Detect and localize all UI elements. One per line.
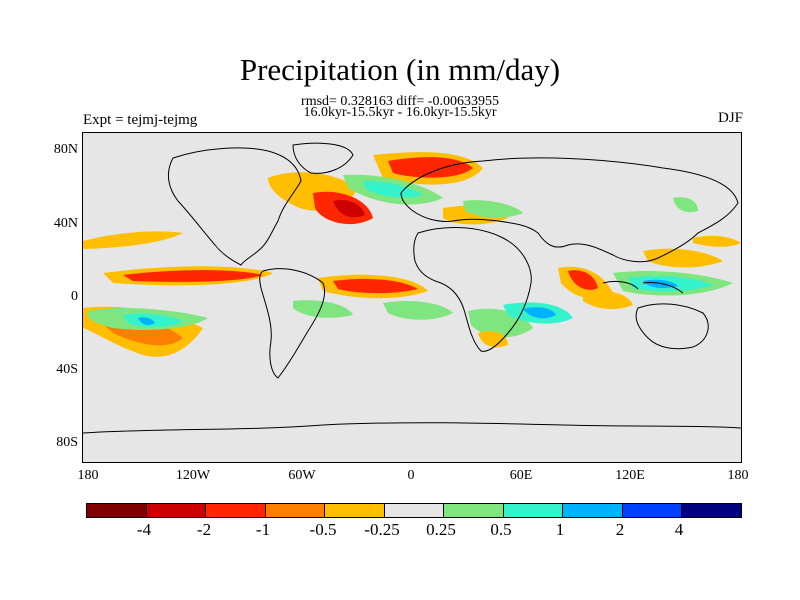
y-axis-label-eq: 0 <box>71 289 78 304</box>
anomaly-field <box>123 313 183 328</box>
x-axis-label-120e: 120E <box>615 468 645 483</box>
y-axis-label-40n: 40N <box>53 216 78 231</box>
anomaly-fields <box>83 152 741 357</box>
y-axis-label-40s: 40S <box>56 362 78 377</box>
anomaly-field <box>478 331 508 348</box>
colorbar-label: -1 <box>255 520 271 539</box>
colorbar-swatch <box>325 504 385 517</box>
antarctica-outline <box>83 422 741 434</box>
anomaly-field <box>388 157 473 178</box>
colorbar-label: 0.25 <box>426 520 456 539</box>
colorbar-label: 0.5 <box>490 520 512 539</box>
eurasia-outline <box>400 157 739 263</box>
anomaly-field <box>333 278 418 294</box>
x-axis-label-120w: 120W <box>175 468 211 483</box>
colorbar-swatch <box>682 504 742 517</box>
colorbar-swatch <box>146 504 207 517</box>
colorbar-swatch <box>503 504 564 517</box>
anomaly-field <box>138 317 155 326</box>
north-america-outline <box>167 147 302 266</box>
greenland-outline <box>292 142 354 174</box>
map-svg <box>83 142 741 434</box>
anomaly-field <box>333 199 365 218</box>
colorbar-label: 4 <box>674 520 684 539</box>
colorbar-label: -4 <box>136 520 152 539</box>
y-axis-label-80s: 80S <box>56 435 78 450</box>
colorbar-label: -0.5 <box>309 520 337 539</box>
experiment-label: Expt = tejmj-tejmg <box>83 112 198 128</box>
y-axis-label-80n: 80N <box>53 142 78 157</box>
coastlines <box>83 142 741 434</box>
x-axis-label-0: 0 <box>407 468 415 483</box>
colorbar-swatch <box>563 504 623 517</box>
colorbar-label: -0.25 <box>364 520 400 539</box>
africa-outline <box>413 227 532 352</box>
x-axis-label-180w: 180 <box>77 468 99 483</box>
colorbar-label: 1 <box>555 520 565 539</box>
colorbar-label: 2 <box>615 520 625 539</box>
anomaly-field <box>463 200 523 218</box>
anomaly-field <box>583 291 633 310</box>
anomaly-field <box>123 270 263 282</box>
anomaly-field <box>568 270 598 290</box>
colorbar-swatch <box>87 504 147 517</box>
anomaly-field <box>383 301 453 320</box>
anomaly-field <box>293 300 353 318</box>
period-subtitle: 16.0kyr-15.5kyr - 16.0kyr-15.5kyr <box>303 105 497 120</box>
colorbar-swatch <box>622 504 683 517</box>
anomaly-field <box>363 180 423 198</box>
indonesia-outline <box>602 280 684 294</box>
anomaly-field <box>673 197 698 213</box>
anomaly-field <box>643 248 723 268</box>
anomaly-field <box>523 307 556 319</box>
x-axis-label-180e: 180 <box>727 468 749 483</box>
colorbar-swatch <box>265 504 326 517</box>
south-america-outline <box>259 268 326 379</box>
plot-title: Precipitation (in mm/day) <box>239 52 561 87</box>
colorbar <box>86 503 742 518</box>
colorbar-swatch <box>206 504 266 517</box>
australia-outline <box>635 303 709 350</box>
anomaly-field <box>83 231 183 249</box>
anomaly-field <box>693 235 741 247</box>
colorbar-label: -2 <box>196 520 212 539</box>
season-label: DJF <box>717 110 743 126</box>
colorbar-swatch <box>444 504 504 517</box>
colorbar-swatch <box>384 504 445 517</box>
rmsd-subtitle: rmsd= 0.328163 diff= -0.00633955 <box>301 94 499 109</box>
x-axis-label-60e: 60E <box>509 468 533 483</box>
x-axis-label-60w: 60W <box>288 468 316 483</box>
precipitation-map <box>82 132 742 463</box>
